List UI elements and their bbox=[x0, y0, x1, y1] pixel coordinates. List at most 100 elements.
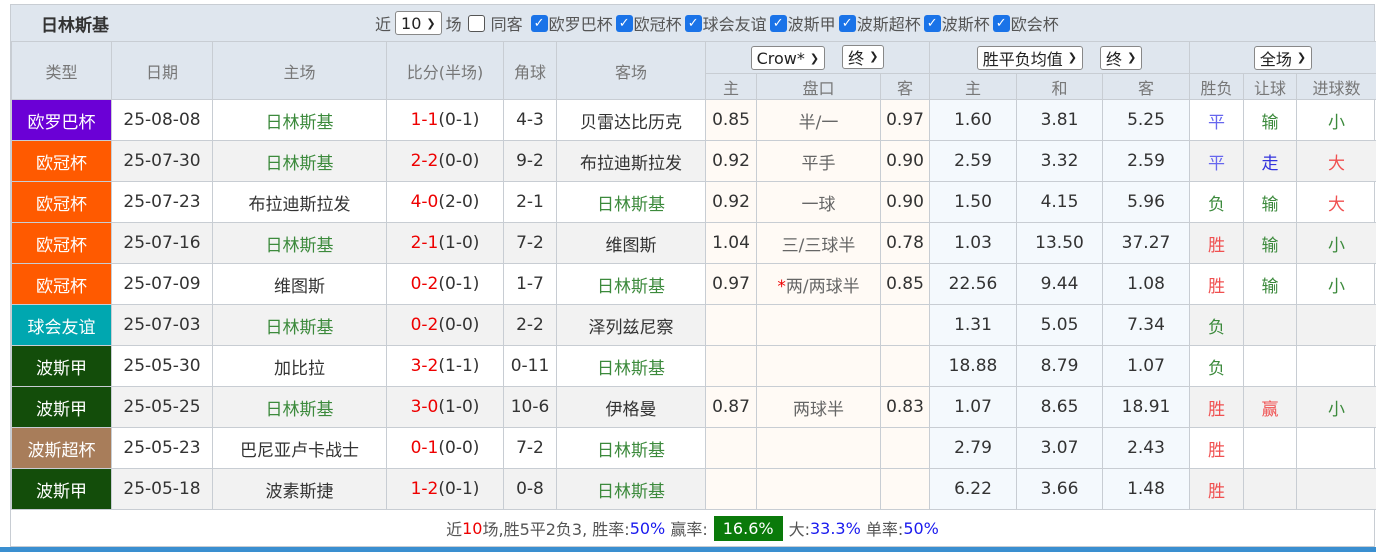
score[interactable]: 1-1(0-1) bbox=[386, 99, 504, 141]
away-team[interactable]: 日林斯基 bbox=[556, 468, 706, 510]
home-team-name: 波素斯捷 bbox=[265, 481, 334, 502]
goals-result-text: 小 bbox=[1328, 276, 1345, 297]
away-team[interactable]: 日林斯基 bbox=[556, 263, 706, 305]
table-row: 欧罗巴杯 25-08-08 日林斯基 1-1(0-1) 4-3 贝雷达比历克 0.85 半/一… bbox=[11, 99, 1376, 141]
match-date: 25-07-16 bbox=[111, 222, 213, 264]
home-team-name: 布拉迪斯拉发 bbox=[248, 194, 351, 215]
ox-draw-odds: 5.05 bbox=[1016, 304, 1103, 346]
competition-badge[interactable]: 欧罗巴杯 bbox=[11, 99, 112, 141]
table-row: 欧冠杯 25-07-30 日林斯基 2-2(0-0) 9-2 布拉迪斯拉发 0.92 平手 0.… bbox=[11, 140, 1376, 182]
away-team[interactable]: 贝雷达比历克 bbox=[556, 99, 706, 141]
match-date: 25-05-23 bbox=[111, 427, 213, 469]
period-select[interactable]: 全场 ❯ bbox=[1253, 45, 1313, 70]
competition-badge[interactable]: 波斯超杯 bbox=[11, 427, 112, 469]
competition-badge[interactable]: 欧冠杯 bbox=[11, 222, 112, 264]
score[interactable]: 2-1(1-0) bbox=[386, 222, 504, 264]
score[interactable]: 1-2(0-1) bbox=[386, 468, 504, 510]
competition-name: 欧冠杯 bbox=[36, 235, 87, 256]
corners-text: 7-2 bbox=[516, 438, 544, 458]
score[interactable]: 0-2(0-0) bbox=[386, 304, 504, 346]
competition-badge[interactable]: 波斯甲 bbox=[11, 386, 112, 428]
full-time-score: 2-1 bbox=[410, 233, 439, 253]
corners: 7-2 bbox=[503, 222, 557, 264]
away-team[interactable]: 布拉迪斯拉发 bbox=[556, 140, 706, 182]
competition-name: 欧冠杯 bbox=[36, 194, 87, 215]
home-team[interactable]: 布拉迪斯拉发 bbox=[212, 181, 387, 223]
competition-badge[interactable]: 欧冠杯 bbox=[11, 263, 112, 305]
home-team[interactable]: 日林斯基 bbox=[212, 99, 387, 141]
chevron-down-icon: ❯ bbox=[1067, 51, 1077, 64]
ah-result-text: 输 bbox=[1261, 194, 1279, 215]
ox-home-odds-text: 6.22 bbox=[954, 479, 992, 499]
ah-home-odds: 0.97 bbox=[705, 263, 757, 305]
ah-result-text: 输 bbox=[1261, 276, 1279, 297]
away-team[interactable]: 泽列兹尼察 bbox=[556, 304, 706, 346]
competition-badge[interactable]: 球会友谊 bbox=[11, 304, 112, 346]
home-team[interactable]: 维图斯 bbox=[212, 263, 387, 305]
competition-label: 波斯超杯 bbox=[856, 15, 921, 34]
score[interactable]: 0-2(0-1) bbox=[386, 263, 504, 305]
match-result: 平 bbox=[1189, 99, 1244, 141]
home-team[interactable]: 日林斯基 bbox=[212, 222, 387, 264]
competition-checkbox[interactable]: ✓ bbox=[769, 14, 787, 32]
match-result: 胜 bbox=[1189, 427, 1244, 469]
away-team[interactable]: 日林斯基 bbox=[556, 427, 706, 469]
same-venue-checkbox[interactable] bbox=[467, 14, 485, 32]
competition-badge[interactable]: 欧冠杯 bbox=[11, 181, 112, 223]
home-team[interactable]: 日林斯基 bbox=[212, 386, 387, 428]
ah-line bbox=[756, 468, 881, 510]
table-row: 欧冠杯 25-07-09 维图斯 0-2(0-1) 1-7 日林斯基 0.97 *两/两球半 0… bbox=[11, 263, 1376, 305]
competition-checkbox[interactable]: ✓ bbox=[615, 14, 633, 32]
ah-result bbox=[1243, 427, 1297, 469]
score[interactable]: 3-2(1-1) bbox=[386, 345, 504, 387]
home-team-name: 巴尼亚卢卡战士 bbox=[240, 440, 359, 461]
competition-badge[interactable]: 波斯甲 bbox=[11, 345, 112, 387]
match-count-select[interactable]: 10 ❯ bbox=[395, 11, 442, 35]
ox-stage-select[interactable]: 终 ❯ bbox=[1100, 45, 1143, 70]
ah-result: 输 bbox=[1243, 99, 1297, 141]
ah-home-odds bbox=[705, 345, 757, 387]
home-team[interactable]: 日林斯基 bbox=[212, 304, 387, 346]
home-team[interactable]: 巴尼亚卢卡战士 bbox=[212, 427, 387, 469]
competition-checkbox[interactable]: ✓ bbox=[923, 14, 941, 32]
col-away: 客场 bbox=[556, 41, 706, 100]
ox-home-odds-text: 1.03 bbox=[954, 233, 992, 253]
competition-checkbox[interactable]: ✓ bbox=[838, 14, 856, 32]
col-result: 胜负 bbox=[1189, 73, 1244, 100]
ah-home-odds: 0.85 bbox=[705, 99, 757, 141]
away-team-name: 日林斯基 bbox=[597, 440, 665, 461]
away-team[interactable]: 日林斯基 bbox=[556, 181, 706, 223]
away-team-name: 伊格曼 bbox=[605, 399, 657, 420]
competition-label: 欧会杯 bbox=[1010, 15, 1059, 34]
ah-result-text: 输 bbox=[1261, 112, 1279, 133]
away-team[interactable]: 维图斯 bbox=[556, 222, 706, 264]
match-date-text: 25-05-30 bbox=[123, 356, 201, 376]
ah-stage-select[interactable]: 终 ❯ bbox=[842, 44, 885, 69]
match-date-text: 25-05-25 bbox=[123, 397, 201, 417]
competition-badge[interactable]: 波斯甲 bbox=[11, 468, 112, 510]
away-team[interactable]: 日林斯基 bbox=[556, 345, 706, 387]
score[interactable]: 2-2(0-0) bbox=[386, 140, 504, 182]
col-ah-home: 主 bbox=[705, 73, 757, 100]
score[interactable]: 0-1(0-0) bbox=[386, 427, 504, 469]
ah-home-odds-text: 0.97 bbox=[712, 274, 750, 294]
competition-badge[interactable]: 欧冠杯 bbox=[11, 140, 112, 182]
ah-line-text: 两球半 bbox=[793, 399, 844, 420]
home-team[interactable]: 加比拉 bbox=[212, 345, 387, 387]
company-select[interactable]: Crow* ❯ bbox=[750, 46, 826, 71]
odds-type-select[interactable]: 胜平负均值 ❯ bbox=[976, 45, 1083, 70]
away-team-name: 贝雷达比历克 bbox=[580, 112, 682, 133]
match-result-text: 负 bbox=[1208, 194, 1225, 215]
home-team[interactable]: 波素斯捷 bbox=[212, 468, 387, 510]
home-team[interactable]: 日林斯基 bbox=[212, 140, 387, 182]
competition-checkbox[interactable]: ✓ bbox=[992, 14, 1010, 32]
match-date: 25-05-30 bbox=[111, 345, 213, 387]
score[interactable]: 4-0(2-0) bbox=[386, 181, 504, 223]
home-team-name: 日林斯基 bbox=[265, 317, 334, 338]
away-team[interactable]: 伊格曼 bbox=[556, 386, 706, 428]
score[interactable]: 3-0(1-0) bbox=[386, 386, 504, 428]
competition-checkbox[interactable]: ✓ bbox=[530, 14, 548, 32]
ox-away-odds: 2.59 bbox=[1102, 140, 1190, 182]
competition-checkbox[interactable]: ✓ bbox=[684, 14, 702, 32]
ox-draw-odds: 3.07 bbox=[1016, 427, 1103, 469]
